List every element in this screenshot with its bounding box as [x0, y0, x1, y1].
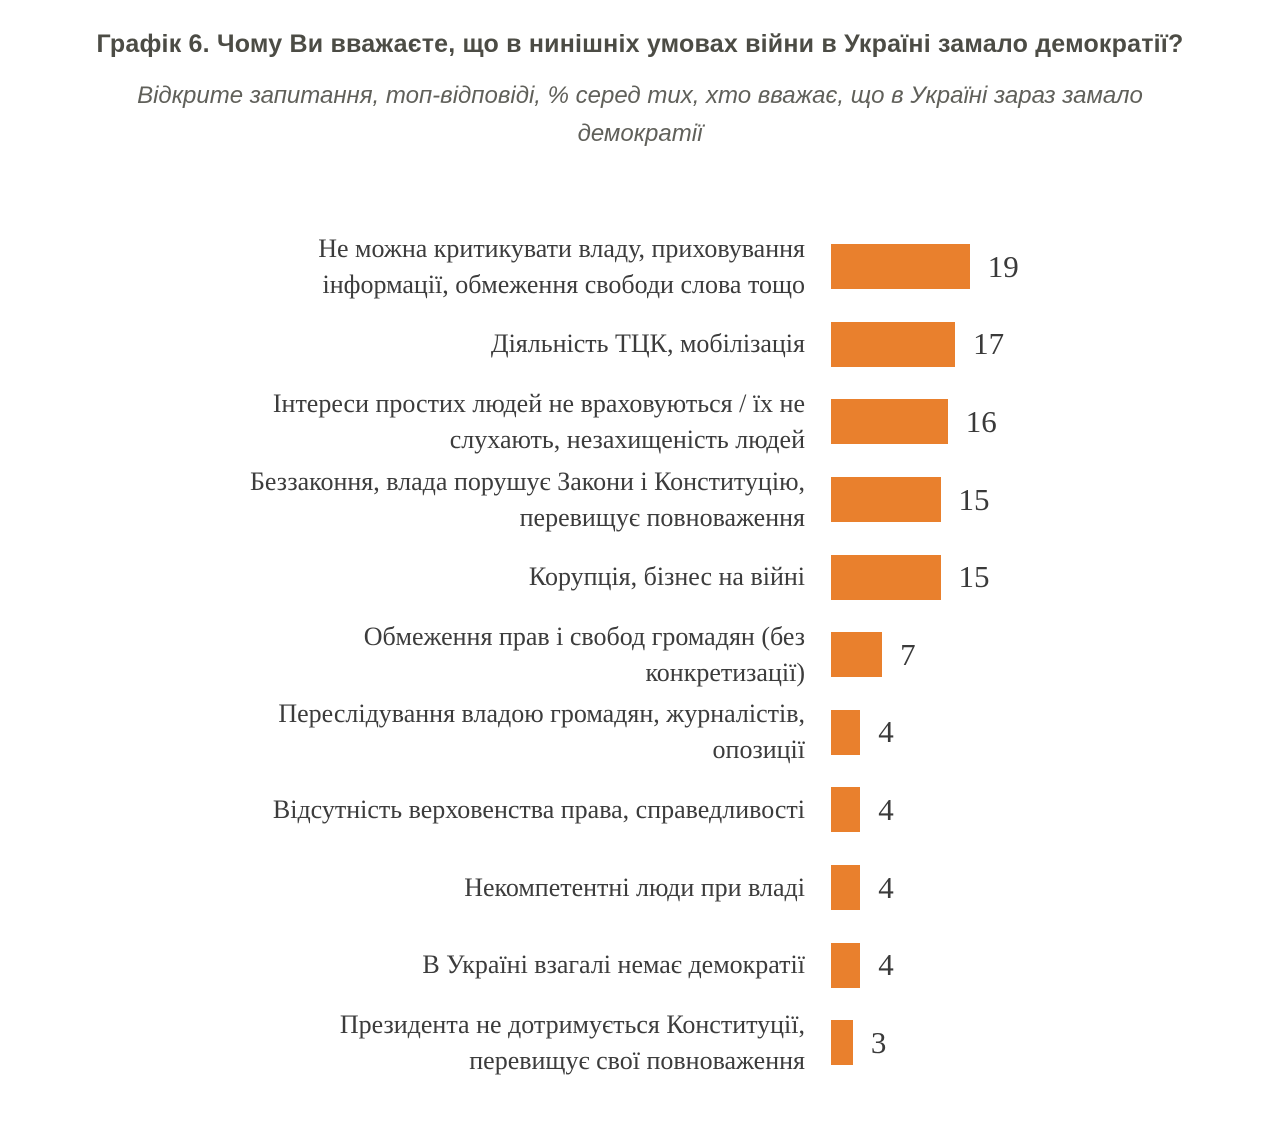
chart-row: Некомпетентні люди при владі 4	[0, 849, 1280, 927]
bar	[831, 632, 883, 678]
value-label: 4	[878, 714, 894, 750]
chart-row: Інтереси простих людей не враховуються /…	[0, 383, 1280, 461]
category-label: Беззаконня, влада порушує Закони і Конст…	[249, 466, 805, 532]
bar	[831, 1020, 853, 1066]
chart-row: Переслідування владою громадян, журналіс…	[0, 694, 1280, 772]
value-label: 3	[870, 1024, 887, 1060]
value-label: 17	[973, 326, 1005, 362]
value-label: 4	[878, 791, 894, 827]
category-label: В Україні взагалі немає демократії	[422, 950, 805, 980]
chart-row: Не можна критикувати владу, приховування…	[0, 228, 1280, 306]
value-label: 4	[878, 947, 894, 983]
value-label: 4	[878, 869, 894, 905]
value-label: 15	[958, 481, 990, 517]
bar	[831, 399, 948, 445]
bar	[831, 554, 941, 600]
chart-row: Корупція, бізнес на війні 15	[0, 538, 1280, 616]
category-label: Відсутність верховенства права, справедл…	[272, 794, 805, 824]
bar	[831, 321, 956, 367]
chart-title: Графік 6. Чому Ви вважаєте, що в нинішні…	[96, 30, 1184, 58]
category-label: Інтереси простих людей не враховуються /…	[272, 388, 805, 454]
bar	[831, 477, 941, 523]
bar	[831, 709, 861, 755]
chart-subtitle: Відкрите запитання, топ-відповіді, % сер…	[137, 82, 1143, 147]
category-label: Президента не дотримується Конституції, …	[339, 1009, 805, 1075]
bar	[831, 787, 861, 833]
value-label: 15	[958, 559, 990, 595]
category-label: Корупція, бізнес на війні	[528, 562, 805, 592]
category-label: Не можна критикувати владу, приховування…	[318, 233, 805, 299]
category-label: Діяльність ТЦК, мобілізація	[490, 329, 805, 359]
chart-row: Президента не дотримується Конституції, …	[0, 1004, 1280, 1082]
bar	[831, 244, 970, 290]
chart-row: В Україні взагалі немає демократії 4	[0, 926, 1280, 1004]
bar	[831, 942, 861, 988]
bar-chart: Не можна критикувати владу, приховування…	[0, 228, 1280, 1082]
bar	[831, 865, 861, 911]
category-label: Переслідування владою громадян, журналіс…	[278, 699, 805, 765]
chart-row: Обмеження прав і свобод громадян (без ко…	[0, 616, 1280, 694]
chart-row: Беззаконня, влада порушує Закони і Конст…	[0, 461, 1280, 539]
chart-row: Відсутність верховенства права, справедл…	[0, 771, 1280, 849]
value-label: 19	[987, 248, 1019, 284]
category-label: Некомпетентні люди при владі	[464, 872, 805, 902]
category-label: Обмеження прав і свобод громадян (без ко…	[363, 621, 805, 687]
value-label: 7	[900, 636, 916, 672]
value-label: 16	[965, 403, 997, 439]
chart-row: Діяльність ТЦК, мобілізація 17	[0, 306, 1280, 384]
